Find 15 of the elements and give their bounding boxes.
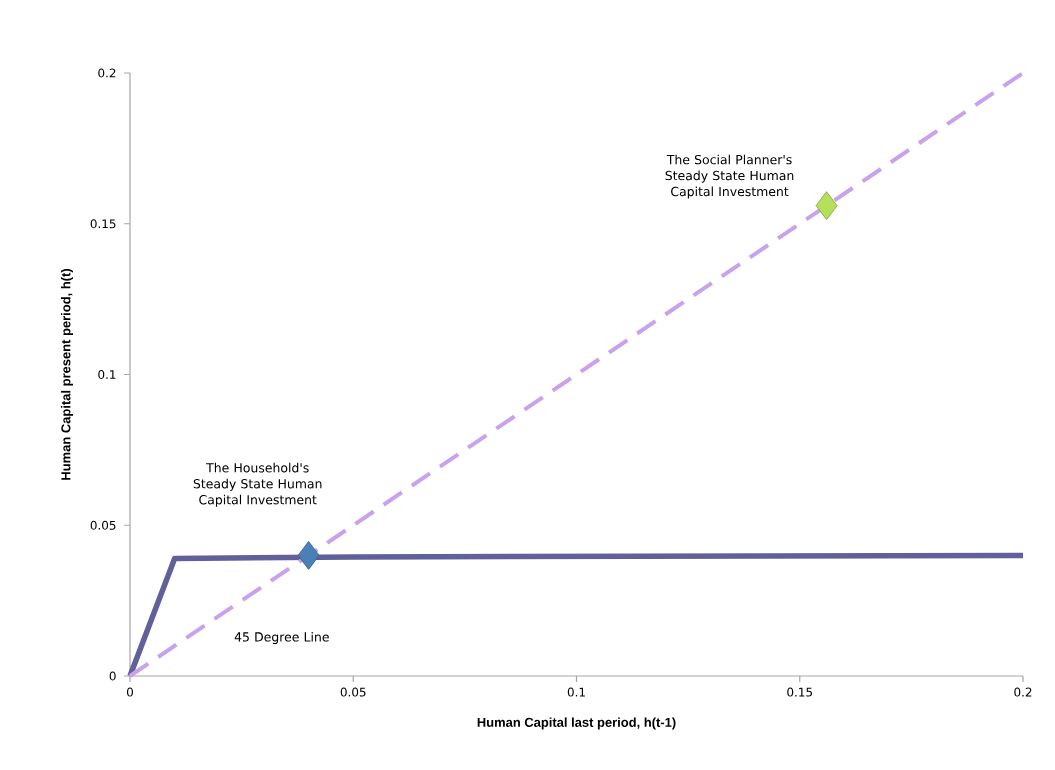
x-tick-label: 0.05 xyxy=(340,687,366,697)
y-tick-label: 0.15 xyxy=(90,219,116,229)
y-tick-label: 0.2 xyxy=(98,68,116,78)
y-axis-title: Human Capital present period, h(t) xyxy=(60,269,74,480)
x-tick-label: 0.15 xyxy=(787,687,813,697)
x-axis-title: Human Capital last period, h(t-1) xyxy=(477,717,676,730)
y-tick-label: 0 xyxy=(109,671,116,681)
x-tick-label: 0.2 xyxy=(1014,687,1032,697)
annotation: 45 Degree Line xyxy=(234,631,329,645)
annotation: The Social Planner's Steady State Human Capital Investment xyxy=(665,154,794,199)
x-tick-label: 0 xyxy=(126,687,134,697)
annotation: The Household's Steady State Human Capital Investment xyxy=(193,462,322,507)
x-tick-label: 0.1 xyxy=(567,687,585,697)
y-tick-label: 0.05 xyxy=(90,520,116,530)
y-tick-label: 0.1 xyxy=(98,369,116,380)
